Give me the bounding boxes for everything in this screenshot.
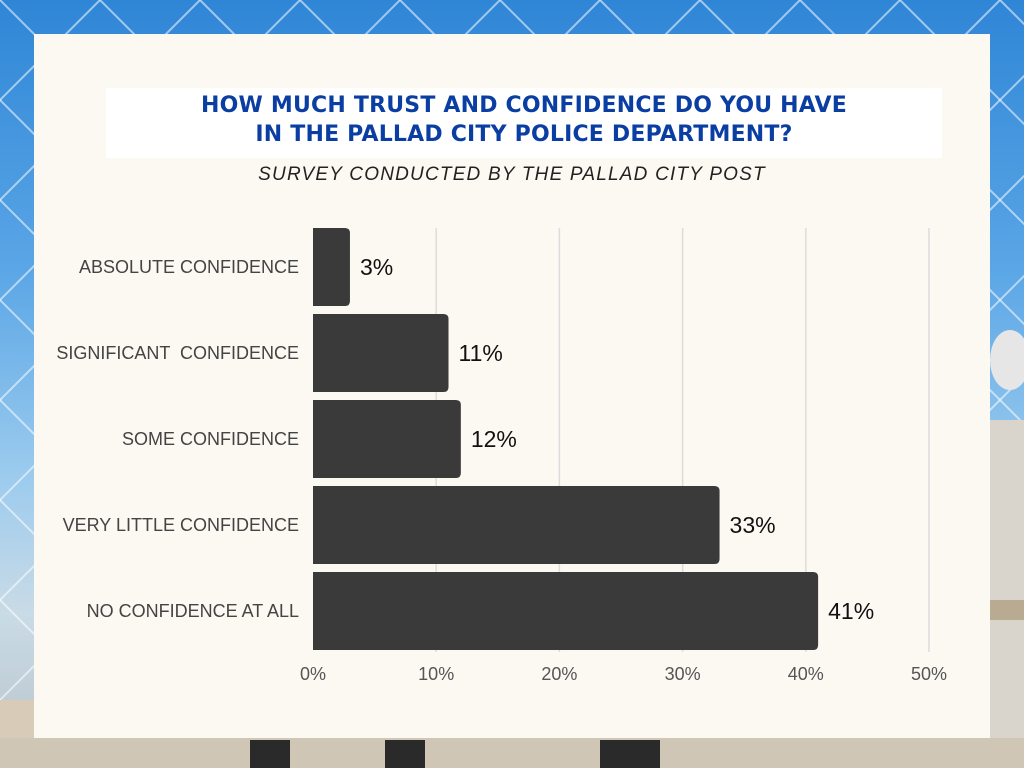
title-box: HOW MUCH TRUST AND CONFIDENCE DO YOU HAV… [106,88,942,158]
category-label: SIGNIFICANT CONFIDENCE [56,343,299,363]
x-tick-label: 20% [541,664,577,684]
x-tick-label: 50% [911,664,947,684]
chart-title-line-2: IN THE PALLAD CITY POLICE DEPARTMENT? [255,122,793,147]
bar [313,486,720,564]
x-tick-label: 0% [300,664,326,684]
data-label: 3% [360,254,393,280]
category-label: NO CONFIDENCE AT ALL [87,601,299,621]
data-label: 12% [471,426,517,452]
chart-title-line-1: HOW MUCH TRUST AND CONFIDENCE DO YOU HAV… [201,93,847,118]
x-tick-label: 10% [418,664,454,684]
category-label: VERY LITTLE CONFIDENCE [63,515,299,535]
data-label: 11% [459,340,503,366]
category-label: ABSOLUTE CONFIDENCE [79,257,299,277]
x-tick-label: 40% [788,664,824,684]
x-tick-label: 30% [665,664,701,684]
data-label: 33% [730,512,776,538]
bar [313,572,819,650]
data-label: 41% [828,598,874,624]
bar [313,314,449,392]
bar [313,228,350,306]
category-label: SOME CONFIDENCE [122,429,299,449]
chart-subtitle: SURVEY CONDUCTED BY THE PALLAD CITY POST [258,164,766,185]
bar [313,400,461,478]
